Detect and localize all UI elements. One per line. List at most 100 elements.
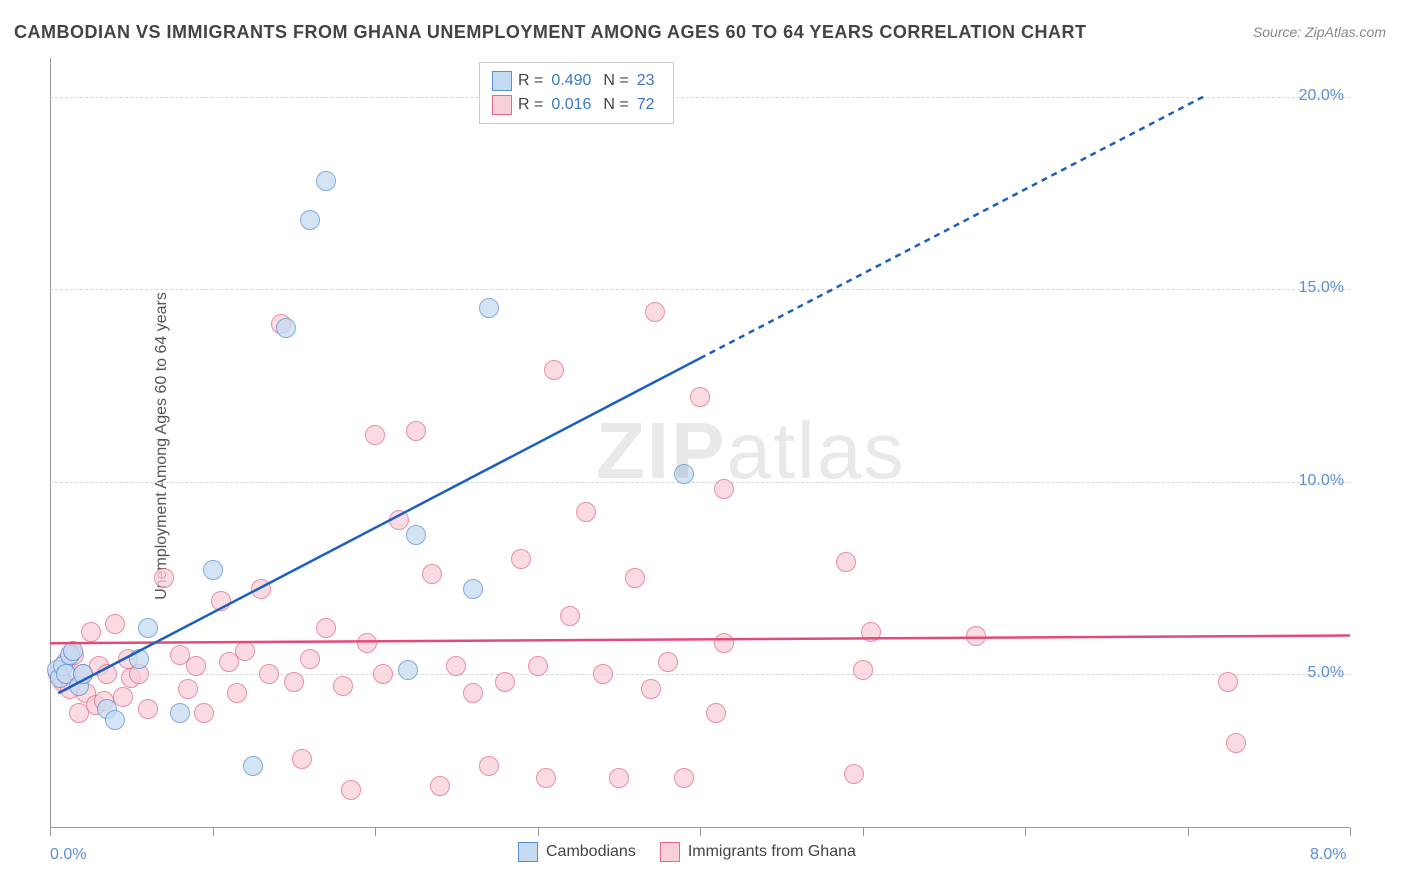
data-point bbox=[422, 564, 442, 584]
series-a-name: Cambodians bbox=[546, 843, 636, 861]
legend-row-b: R = 0.016 N = 72 bbox=[492, 93, 661, 117]
r-label: R = bbox=[518, 72, 543, 90]
data-point bbox=[966, 626, 986, 646]
trend-overlay bbox=[50, 58, 1350, 828]
data-point bbox=[406, 525, 426, 545]
data-point bbox=[609, 768, 629, 788]
trend-line-cambodians-solid bbox=[58, 358, 700, 693]
data-point bbox=[81, 622, 101, 642]
data-point bbox=[861, 622, 881, 642]
data-point bbox=[495, 672, 515, 692]
x-tick-mark bbox=[1025, 828, 1026, 836]
source-attribution: Source: ZipAtlas.com bbox=[1253, 24, 1386, 40]
data-point bbox=[138, 699, 158, 719]
n-label: N = bbox=[603, 96, 628, 114]
legend-item-a: Cambodians bbox=[518, 842, 636, 862]
swatch-cambodians bbox=[492, 71, 512, 91]
data-point bbox=[276, 318, 296, 338]
data-point bbox=[365, 425, 385, 445]
data-point bbox=[105, 614, 125, 634]
data-point bbox=[1226, 733, 1246, 753]
plot-area bbox=[50, 58, 1350, 828]
data-point bbox=[560, 606, 580, 626]
x-tick-mark bbox=[50, 828, 51, 836]
r-label: R = bbox=[518, 96, 543, 114]
data-point bbox=[316, 618, 336, 638]
r-value-b: 0.016 bbox=[551, 96, 591, 114]
data-point bbox=[706, 703, 726, 723]
data-point bbox=[243, 756, 263, 776]
legend-row-a: R = 0.490 N = 23 bbox=[492, 69, 661, 93]
x-tick-mark bbox=[1188, 828, 1189, 836]
data-point bbox=[235, 641, 255, 661]
data-point bbox=[479, 756, 499, 776]
data-point bbox=[446, 656, 466, 676]
chart-title: CAMBODIAN VS IMMIGRANTS FROM GHANA UNEMP… bbox=[14, 22, 1087, 43]
data-point bbox=[251, 579, 271, 599]
data-point bbox=[292, 749, 312, 769]
data-point bbox=[674, 768, 694, 788]
r-value-a: 0.490 bbox=[551, 72, 591, 90]
series-legend: Cambodians Immigrants from Ghana bbox=[518, 842, 856, 862]
data-point bbox=[544, 360, 564, 380]
x-tick-mark bbox=[1350, 828, 1351, 836]
y-axis-line bbox=[50, 58, 51, 828]
n-label: N = bbox=[603, 72, 628, 90]
data-point bbox=[1218, 672, 1238, 692]
data-point bbox=[194, 703, 214, 723]
x-tick-mark bbox=[863, 828, 864, 836]
legend-item-b: Immigrants from Ghana bbox=[660, 842, 856, 862]
x-tick-label: 0.0% bbox=[50, 846, 86, 864]
data-point bbox=[97, 664, 117, 684]
data-point bbox=[645, 302, 665, 322]
n-value-b: 72 bbox=[637, 96, 655, 114]
grid-line bbox=[50, 482, 1350, 483]
data-point bbox=[186, 656, 206, 676]
series-b-name: Immigrants from Ghana bbox=[688, 843, 856, 861]
grid-line bbox=[50, 289, 1350, 290]
swatch-ghana-icon bbox=[660, 842, 680, 862]
data-point bbox=[406, 421, 426, 441]
data-point bbox=[593, 664, 613, 684]
data-point bbox=[129, 649, 149, 669]
data-point bbox=[511, 549, 531, 569]
data-point bbox=[105, 710, 125, 730]
correlation-legend: R = 0.490 N = 23 R = 0.016 N = 72 bbox=[479, 62, 674, 124]
data-point bbox=[714, 479, 734, 499]
data-point bbox=[430, 776, 450, 796]
data-point bbox=[259, 664, 279, 684]
data-point bbox=[300, 649, 320, 669]
data-point bbox=[714, 633, 734, 653]
data-point bbox=[625, 568, 645, 588]
data-point bbox=[333, 676, 353, 696]
data-point bbox=[389, 510, 409, 530]
data-point bbox=[528, 656, 548, 676]
data-point bbox=[357, 633, 377, 653]
data-point bbox=[836, 552, 856, 572]
x-tick-label: 8.0% bbox=[1310, 846, 1346, 864]
data-point bbox=[178, 679, 198, 699]
y-tick-label: 10.0% bbox=[1299, 472, 1344, 490]
data-point bbox=[576, 502, 596, 522]
data-point bbox=[63, 641, 83, 661]
data-point bbox=[479, 298, 499, 318]
n-value-a: 23 bbox=[637, 72, 655, 90]
grid-line bbox=[50, 674, 1350, 675]
x-tick-mark bbox=[213, 828, 214, 836]
data-point bbox=[227, 683, 247, 703]
x-tick-mark bbox=[375, 828, 376, 836]
trend-line-cambodians-dash bbox=[700, 97, 1204, 359]
data-point bbox=[373, 664, 393, 684]
data-point bbox=[641, 679, 661, 699]
y-tick-label: 5.0% bbox=[1308, 664, 1344, 682]
data-point bbox=[853, 660, 873, 680]
x-tick-mark bbox=[700, 828, 701, 836]
y-tick-label: 20.0% bbox=[1299, 87, 1344, 105]
data-point bbox=[316, 171, 336, 191]
data-point bbox=[674, 464, 694, 484]
data-point bbox=[844, 764, 864, 784]
x-tick-mark bbox=[538, 828, 539, 836]
data-point bbox=[463, 683, 483, 703]
grid-line bbox=[50, 97, 1350, 98]
data-point bbox=[284, 672, 304, 692]
